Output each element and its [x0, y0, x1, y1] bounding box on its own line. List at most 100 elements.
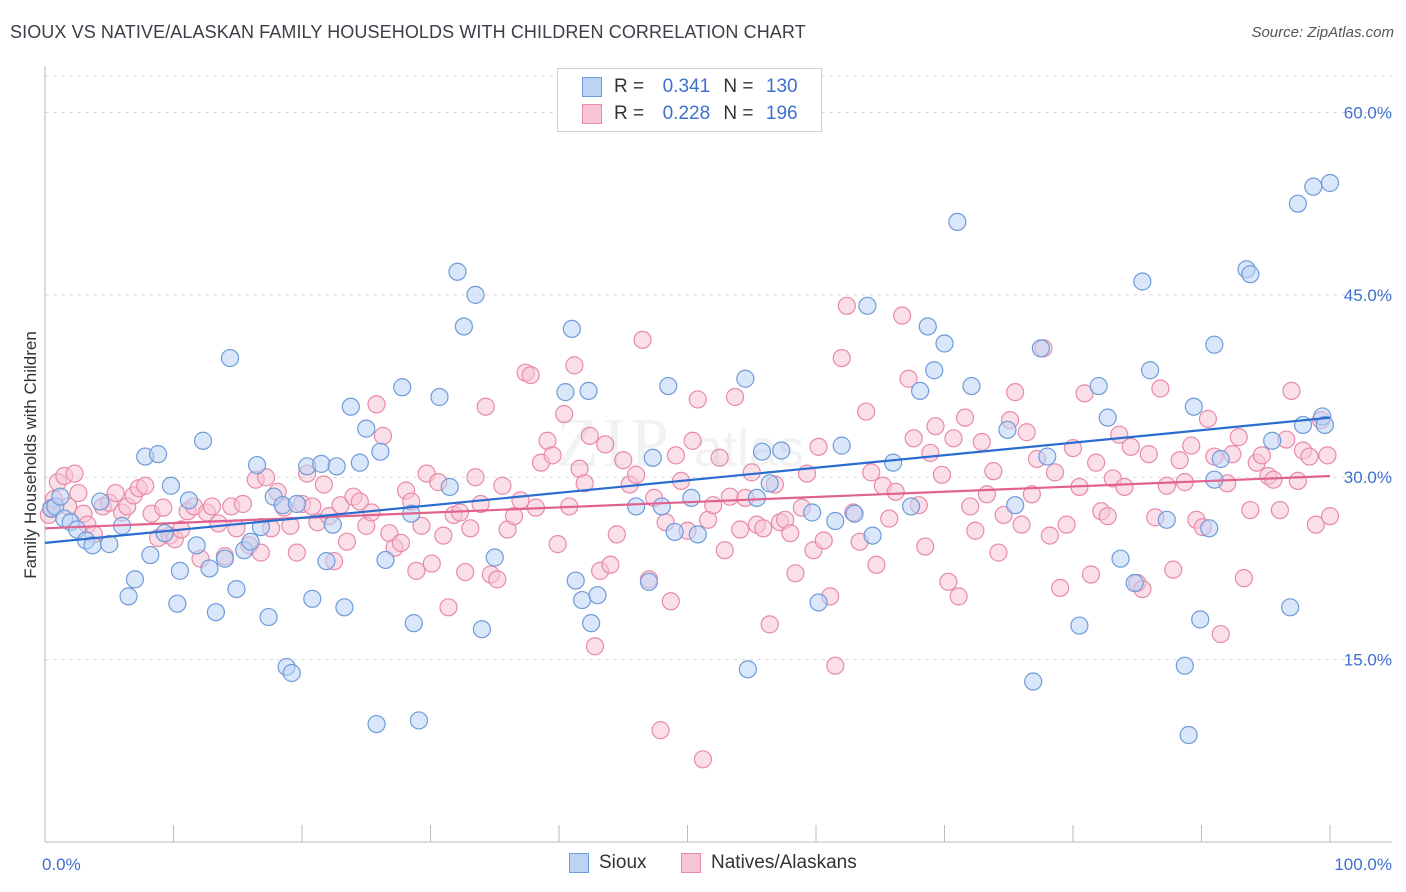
sioux-point: [826, 511, 845, 531]
natives-swatch: [681, 853, 701, 873]
natives-point: [434, 526, 453, 545]
natives-point: [966, 521, 985, 540]
natives-point: [601, 555, 620, 574]
natives-point: [256, 468, 276, 487]
sioux-point: [335, 598, 354, 617]
natives-point: [683, 431, 702, 450]
natives-point: [303, 497, 322, 516]
sioux-trend-line: [44, 416, 1331, 544]
natives-point: [488, 570, 507, 589]
natives-point: [476, 397, 495, 416]
sioux-point: [357, 419, 376, 438]
natives-point: [1081, 565, 1101, 584]
natives-point: [154, 498, 173, 517]
natives-point: [1300, 447, 1319, 466]
sioux-point: [573, 590, 592, 610]
sioux-point: [51, 487, 70, 506]
natives-point: [1057, 515, 1076, 534]
natives-point: [412, 516, 431, 535]
sioux-point: [404, 614, 423, 633]
bottom-legend-natives: Natives/Alaskans: [681, 852, 857, 874]
sioux-point: [948, 212, 967, 232]
sioux-point: [440, 477, 459, 497]
natives-point: [1320, 507, 1340, 526]
natives-point: [989, 543, 1008, 562]
natives-point: [350, 492, 369, 511]
sioux-point: [562, 319, 581, 339]
natives-point: [1051, 578, 1070, 597]
legend-row-natives: R = 0.228 N = 196: [582, 102, 805, 126]
sioux-point: [652, 497, 671, 516]
sioux-point: [918, 317, 937, 336]
sioux-point: [1281, 598, 1300, 617]
sioux-point: [187, 536, 206, 555]
sioux-point: [312, 454, 331, 473]
natives-point: [456, 562, 475, 582]
sioux-point: [1315, 415, 1334, 435]
natives-point: [227, 519, 246, 538]
natives-point: [1151, 379, 1170, 398]
sioux-point: [752, 442, 772, 461]
sioux-point: [1140, 361, 1160, 380]
sioux-point: [659, 376, 678, 396]
sioux-point: [1179, 725, 1198, 745]
natives-point: [731, 520, 750, 539]
natives-point: [1022, 485, 1041, 504]
legend-n-value: 196: [765, 103, 798, 124]
natives-point: [1241, 500, 1260, 520]
sioux-swatch: [569, 853, 589, 873]
sioux-point: [472, 620, 491, 639]
natives-point: [575, 474, 594, 493]
natives-point: [1170, 451, 1189, 470]
natives-point: [710, 448, 729, 467]
sioux-point: [1200, 519, 1219, 538]
natives-point: [314, 475, 333, 494]
natives-point: [106, 483, 125, 503]
sioux-point: [220, 348, 240, 368]
natives-point: [1006, 383, 1025, 402]
trend-lines: [44, 416, 1331, 544]
natives-point: [1017, 423, 1036, 442]
sioux-point: [760, 474, 779, 493]
natives-point: [585, 637, 605, 656]
natives-point: [693, 750, 713, 769]
sioux-point: [1304, 177, 1323, 196]
natives-point: [596, 435, 615, 454]
sioux-point: [141, 545, 160, 565]
natives-point: [373, 426, 393, 445]
sioux-points: [42, 173, 1340, 745]
x-tick-label: 0.0%: [42, 855, 81, 874]
sioux-point: [566, 571, 585, 590]
sioux-point: [350, 453, 369, 472]
sioux-point: [485, 548, 504, 567]
natives-point: [661, 592, 680, 611]
sioux-point: [1320, 173, 1340, 193]
natives-point: [607, 525, 626, 544]
source-label: Source: ZipAtlas.com: [1251, 24, 1394, 41]
natives-point: [704, 496, 723, 515]
svg-text:ZIP: ZIP: [556, 405, 673, 482]
legend-n-value: 130: [765, 76, 798, 97]
natives-point: [1087, 453, 1106, 472]
natives-point: [837, 296, 856, 315]
natives-point: [862, 463, 881, 482]
sioux-point: [935, 334, 954, 353]
natives-point: [548, 535, 567, 554]
natives-point: [1164, 560, 1183, 579]
sioux-point: [170, 561, 190, 580]
natives-point: [955, 408, 975, 427]
natives-point: [666, 446, 686, 465]
sioux-point: [925, 361, 944, 380]
sioux-point: [393, 378, 412, 397]
sioux-point: [556, 383, 575, 402]
sioux-point: [1205, 335, 1224, 354]
natives-point: [972, 432, 991, 452]
sioux-point: [1263, 431, 1282, 450]
natives-point: [1306, 515, 1325, 534]
natives-point: [511, 491, 530, 510]
sioux-point: [579, 381, 598, 401]
natives-point: [994, 505, 1013, 525]
natives-point: [899, 369, 918, 388]
sioux-point: [161, 476, 181, 495]
